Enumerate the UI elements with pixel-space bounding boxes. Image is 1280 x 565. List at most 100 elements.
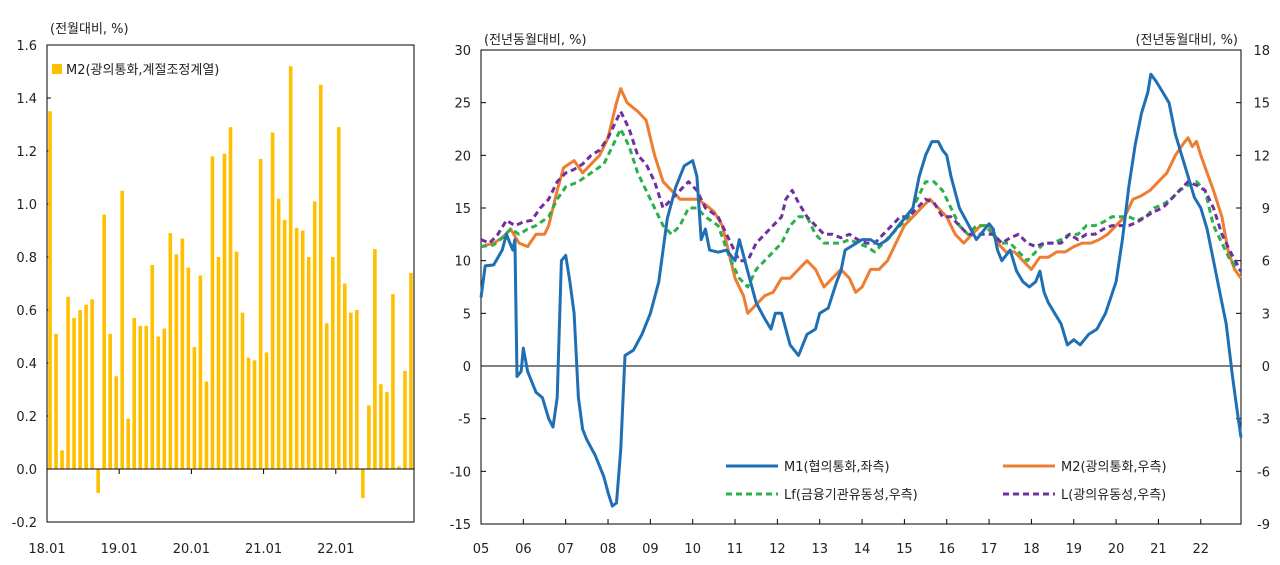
line-x-tick-label: 15 xyxy=(896,542,913,557)
bar-y-tick-label: 1.0 xyxy=(16,198,37,213)
bar xyxy=(90,299,94,469)
bar-x-tick-label: 21.01 xyxy=(245,542,282,557)
line-x-tick-label: 18 xyxy=(1023,542,1040,557)
bar xyxy=(162,328,167,469)
bar-unit-label: (전월대비, %) xyxy=(50,22,129,37)
bar xyxy=(349,312,353,469)
line-x-tick-label: 14 xyxy=(854,542,871,557)
bar xyxy=(192,347,197,469)
bar xyxy=(228,127,233,470)
bar xyxy=(144,325,149,469)
bar xyxy=(72,317,76,469)
bar xyxy=(312,201,317,469)
bar xyxy=(96,469,100,493)
bar xyxy=(108,333,112,469)
line-x-tick-label: 05 xyxy=(473,542,490,557)
line-x-tick-label: 11 xyxy=(727,542,744,557)
bar xyxy=(385,392,389,469)
left-y-tick-label: -10 xyxy=(450,465,471,480)
right-y-tick-label: 3 xyxy=(1262,307,1270,322)
bar xyxy=(180,238,185,469)
right-axis-unit-label: (전년동월대비, %) xyxy=(1135,33,1238,48)
bar-y-tick-label: 0.8 xyxy=(16,251,37,266)
line-x-tick-label: 21 xyxy=(1150,542,1167,557)
bar-y-tick-label: 1.6 xyxy=(16,39,37,54)
legend-series-label: L(광의유동성,우측) xyxy=(1061,488,1166,503)
bar xyxy=(150,264,155,469)
bar-y-tick-label: 0.4 xyxy=(16,357,37,372)
bar-x-tick-label: 20.01 xyxy=(173,542,210,557)
bar-chart: (전월대비, %) 1.6 1.4 1.2 1.0 0.8 0.6 0.4 0.2 0.0 -0.… xyxy=(12,22,415,557)
line-chart: (전년동월대비, %) (전년동월대비, %) 302520151050-5-1… xyxy=(450,33,1270,557)
right-y-tick-label: -3 xyxy=(1257,413,1270,428)
bar xyxy=(355,310,359,469)
bar xyxy=(367,405,371,469)
bar-plot-frame xyxy=(46,44,415,523)
bar xyxy=(240,312,245,469)
bar-x-tick-label: 18.01 xyxy=(28,542,65,557)
bar xyxy=(318,84,323,469)
bar xyxy=(324,323,329,469)
bar xyxy=(343,283,347,469)
line-series-path xyxy=(480,127,1243,289)
bar xyxy=(174,254,179,469)
legend-series-label: Lf(금융기관유동성,우측) xyxy=(784,488,918,503)
line-x-tick-label: 10 xyxy=(684,542,701,557)
line-x-tick-label: 19 xyxy=(1065,542,1082,557)
left-axis-unit-label: (전년동월대비, %) xyxy=(484,33,587,48)
bar xyxy=(222,153,227,469)
bar xyxy=(270,132,275,469)
bar xyxy=(186,267,191,469)
line-x-axis: 05 06 07 08 09 10 11 12 13 14 15 16 17 18 19 20 21 22 xyxy=(473,519,1209,557)
bar xyxy=(102,214,106,469)
line-x-tick-label: 08 xyxy=(600,542,617,557)
bar xyxy=(198,275,203,469)
line-x-tick-label: 22 xyxy=(1193,542,1210,557)
bar xyxy=(84,304,88,469)
bar xyxy=(216,257,221,469)
bar xyxy=(234,251,239,469)
bar-x-tick-label: 22.01 xyxy=(317,542,354,557)
bar xyxy=(282,219,287,469)
left-y-tick-label: -5 xyxy=(458,413,471,428)
bar xyxy=(300,230,305,469)
right-y-tick-label: -6 xyxy=(1257,465,1270,480)
bar xyxy=(330,257,335,469)
left-y-tick-label: 15 xyxy=(454,202,471,217)
legend-series-label: M2(광의통화,우측) xyxy=(1061,460,1167,475)
left-y-tick-label: 0 xyxy=(463,360,471,375)
bar xyxy=(409,272,413,469)
line-x-tick-label: 12 xyxy=(769,542,786,557)
bar xyxy=(120,190,125,469)
bar xyxy=(397,466,401,469)
bar-legend-swatch xyxy=(52,64,62,74)
bar-y-tick-label: 0.6 xyxy=(16,304,37,319)
left-y-tick-label: -15 xyxy=(450,518,471,533)
bar xyxy=(210,156,215,470)
bar-legend-label: M2(광의통화,계절조정계열) xyxy=(66,63,219,78)
bar xyxy=(336,127,341,470)
line-legend: M1(협의통화,좌측) M2(광의통화,우측) Lf(금융기관유동성,우측) L(광의… xyxy=(726,460,1167,503)
right-y-tick-label: 0 xyxy=(1262,360,1270,375)
bar-y-axis: 1.6 1.4 1.2 1.0 0.8 0.6 0.4 0.2 0.0 -0.2 xyxy=(12,39,51,531)
bar xyxy=(252,360,257,469)
bar xyxy=(126,418,131,469)
bar-x-tick-label: 19.01 xyxy=(101,542,138,557)
bar xyxy=(48,111,52,469)
line-series-group xyxy=(479,72,1243,508)
bar xyxy=(373,249,377,469)
line-x-tick-label: 06 xyxy=(515,542,532,557)
bar xyxy=(391,294,395,469)
left-y-tick-label: 30 xyxy=(454,44,471,59)
bar-y-tick-label: -0.2 xyxy=(12,516,37,531)
bar xyxy=(138,325,143,469)
right-y-tick-label: -9 xyxy=(1257,518,1270,533)
line-x-tick-label: 16 xyxy=(938,542,955,557)
line-series-path xyxy=(480,109,1243,272)
legend-series-label: M1(협의통화,좌측) xyxy=(784,460,890,475)
right-y-tick-label: 9 xyxy=(1262,202,1270,217)
right-y-tick-label: 18 xyxy=(1253,44,1270,59)
